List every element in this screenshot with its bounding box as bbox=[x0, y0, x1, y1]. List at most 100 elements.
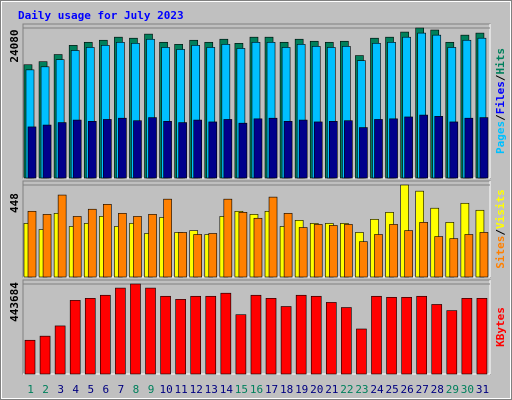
x-tick-label: 20 bbox=[310, 383, 323, 396]
bar bbox=[389, 224, 398, 278]
bar bbox=[163, 121, 172, 179]
bar bbox=[115, 287, 126, 375]
bar bbox=[235, 314, 247, 375]
bar bbox=[69, 300, 81, 375]
y-tick-label: 24080 bbox=[8, 29, 21, 62]
bar bbox=[145, 287, 156, 375]
x-tick-label: 13 bbox=[205, 383, 218, 396]
x-tick-label: 19 bbox=[295, 383, 308, 396]
bar bbox=[479, 232, 489, 278]
bar bbox=[389, 118, 398, 179]
x-tick-label: 28 bbox=[431, 383, 444, 396]
x-tick-label: 15 bbox=[235, 383, 248, 396]
x-tick-label: 7 bbox=[118, 383, 125, 396]
x-tick-label: 21 bbox=[325, 383, 338, 396]
legend-entry: KBytes bbox=[494, 307, 507, 347]
x-tick-label: 4 bbox=[72, 383, 79, 396]
bar bbox=[268, 117, 278, 179]
x-tick-label: 1 bbox=[27, 383, 34, 396]
x-tick-label: 26 bbox=[401, 383, 414, 396]
bar bbox=[130, 283, 141, 375]
bar bbox=[100, 294, 111, 375]
bar bbox=[404, 230, 413, 278]
x-tick-label: 29 bbox=[446, 383, 459, 396]
bar bbox=[103, 119, 112, 179]
bar bbox=[118, 117, 127, 179]
legend: Sites/Visits bbox=[494, 189, 507, 269]
bar bbox=[404, 116, 413, 179]
x-tick-label: 18 bbox=[280, 383, 293, 396]
bar bbox=[371, 295, 382, 375]
x-tick-label: 17 bbox=[265, 383, 278, 396]
bar bbox=[253, 217, 263, 278]
bar bbox=[27, 210, 37, 278]
bar bbox=[419, 114, 428, 179]
bar bbox=[298, 227, 308, 278]
bar bbox=[190, 295, 202, 375]
legend-separator: / bbox=[494, 114, 507, 121]
bar bbox=[57, 122, 67, 179]
bar bbox=[283, 213, 293, 278]
bar bbox=[238, 122, 248, 179]
bar bbox=[449, 238, 459, 278]
x-tick-label: 6 bbox=[103, 383, 110, 396]
bar bbox=[42, 124, 52, 179]
bar bbox=[148, 214, 157, 278]
bar bbox=[24, 339, 36, 375]
x-tick-label: 30 bbox=[461, 383, 474, 396]
bar bbox=[298, 119, 308, 179]
bar bbox=[87, 208, 97, 278]
x-tick-label: 11 bbox=[175, 383, 188, 396]
bar bbox=[449, 121, 459, 179]
bar bbox=[133, 120, 142, 179]
bar bbox=[250, 294, 262, 375]
bar bbox=[461, 298, 473, 375]
legend-entry: Files bbox=[494, 81, 507, 114]
bar bbox=[87, 121, 97, 179]
bar bbox=[283, 121, 293, 179]
legend-separator: / bbox=[494, 74, 507, 81]
bar bbox=[446, 310, 458, 375]
legend: Pages/Files/Hits bbox=[494, 48, 507, 154]
bar bbox=[205, 295, 217, 375]
bar bbox=[464, 234, 474, 278]
bar bbox=[341, 307, 352, 375]
bar bbox=[193, 234, 203, 278]
bar bbox=[163, 198, 172, 278]
bar bbox=[208, 121, 218, 179]
legend-entry: Pages bbox=[494, 121, 507, 154]
bar bbox=[72, 119, 82, 179]
bar bbox=[419, 222, 428, 278]
bar bbox=[310, 295, 322, 375]
bar bbox=[325, 302, 337, 375]
bar bbox=[39, 335, 51, 375]
x-tick-label: 22 bbox=[340, 383, 353, 396]
bar bbox=[344, 120, 353, 179]
bar bbox=[476, 298, 488, 375]
bar bbox=[118, 213, 127, 278]
bar bbox=[220, 292, 232, 375]
bar bbox=[84, 298, 96, 375]
bar bbox=[103, 204, 112, 278]
x-tick-label: 2 bbox=[42, 383, 49, 396]
bar bbox=[328, 225, 338, 278]
x-tick-label: 27 bbox=[416, 383, 429, 396]
bar bbox=[265, 298, 277, 375]
bar bbox=[193, 119, 203, 179]
bar bbox=[268, 196, 278, 278]
bar bbox=[434, 236, 444, 278]
bar bbox=[313, 121, 323, 179]
x-tick-label: 14 bbox=[220, 383, 234, 396]
bar bbox=[133, 216, 142, 278]
bar bbox=[374, 234, 383, 278]
bar bbox=[313, 224, 323, 278]
bar bbox=[238, 212, 248, 278]
bar bbox=[386, 296, 397, 375]
x-tick-label: 3 bbox=[57, 383, 64, 396]
legend-separator: / bbox=[494, 229, 507, 236]
bar bbox=[328, 121, 338, 179]
bar bbox=[208, 233, 218, 278]
bar bbox=[374, 119, 383, 179]
bar bbox=[479, 117, 489, 179]
